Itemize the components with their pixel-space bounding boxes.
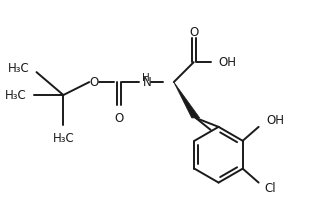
Text: OH: OH [218,56,236,69]
Polygon shape [174,82,200,118]
Text: N: N [143,76,152,89]
Text: O: O [115,112,124,125]
Text: O: O [189,26,198,39]
Text: O: O [90,76,99,89]
Text: H₃C: H₃C [8,62,29,75]
Text: OH: OH [267,114,285,127]
Text: H: H [142,73,150,83]
Text: Cl: Cl [265,182,276,195]
Text: H₃C: H₃C [5,89,26,102]
Text: H₃C: H₃C [52,132,74,145]
